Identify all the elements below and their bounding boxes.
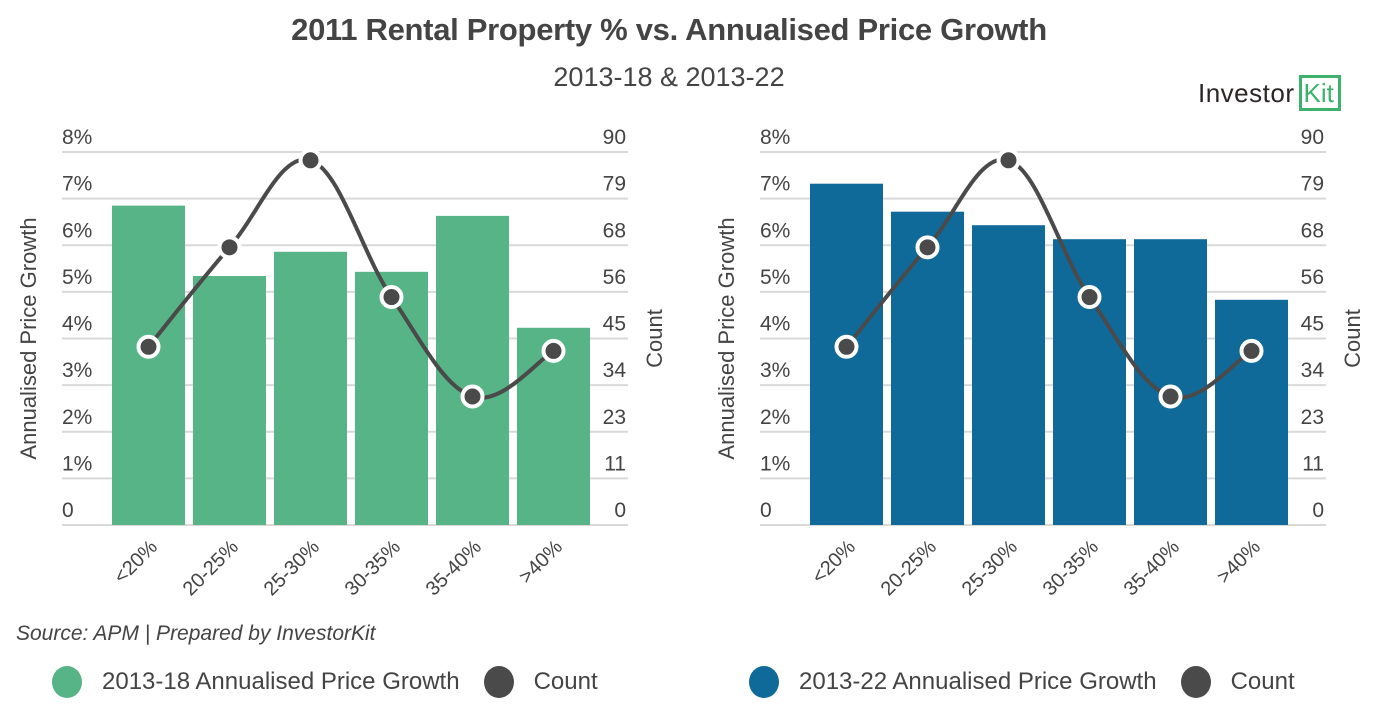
y-tick-label: 8% <box>760 126 790 149</box>
bar <box>1053 239 1126 525</box>
bar <box>355 272 428 525</box>
y2-tick-label: 0 <box>614 499 626 522</box>
y-tick-label: 4% <box>760 313 790 336</box>
y-axis-title: Annualised Price Growth <box>714 217 739 459</box>
legend-right: 2013-22 Annualised Price Growth Count <box>749 666 1319 698</box>
y2-tick-label: 23 <box>603 406 626 429</box>
count-point <box>1161 387 1181 407</box>
y-tick-label: 4% <box>62 313 92 336</box>
x-tick-label: 35-40% <box>1120 536 1184 600</box>
x-tick-label: <20% <box>110 536 162 588</box>
x-tick-label: 30-35% <box>341 536 405 600</box>
y2-tick-label: 79 <box>603 173 626 196</box>
count-point <box>918 237 938 257</box>
bar <box>436 216 509 525</box>
y2-tick-label: 68 <box>603 219 626 242</box>
x-tick-label: <20% <box>808 536 860 588</box>
x-tick-label: 35-40% <box>422 536 486 600</box>
y-tick-label: 5% <box>62 266 92 289</box>
legend-item-count[interactable]: Count <box>1181 666 1295 698</box>
y-tick-label: 1% <box>62 452 92 475</box>
legend-label-count: Count <box>1231 668 1295 696</box>
legend-item-bars[interactable]: 2013-18 Annualised Price Growth <box>52 666 460 698</box>
y2-axis-title: Count <box>1340 309 1365 368</box>
x-tick-label: 30-35% <box>1039 536 1103 600</box>
x-tick-label: 20-25% <box>877 536 941 600</box>
y2-tick-label: 45 <box>603 313 626 336</box>
x-tick-label: >40% <box>515 536 567 588</box>
bar <box>1134 239 1207 525</box>
y2-tick-label: 23 <box>1301 406 1324 429</box>
y-tick-label: 6% <box>760 219 790 242</box>
y2-tick-label: 0 <box>1312 499 1324 522</box>
x-tick-label: 25-30% <box>260 536 324 600</box>
legend-swatch-count <box>1181 666 1211 698</box>
y-tick-label: 3% <box>62 359 92 382</box>
y2-tick-label: 34 <box>1301 359 1325 382</box>
bar <box>112 206 185 525</box>
y2-axis-title: Count <box>642 309 667 368</box>
x-tick-label: >40% <box>1213 536 1265 588</box>
count-point <box>301 150 321 170</box>
count-point <box>999 150 1019 170</box>
bar <box>1215 300 1288 525</box>
y2-tick-label: 90 <box>603 126 626 149</box>
legend-swatch-count <box>484 666 514 698</box>
legend-label-bars: 2013-18 Annualised Price Growth <box>102 668 460 696</box>
chart-0: 0 0 1% 11 2% 23 3% 34 4% 45 5% 56 6% 68 7% 79 8% 90 Annual… <box>16 126 667 600</box>
y-tick-label: 2% <box>62 406 92 429</box>
count-point <box>463 387 483 407</box>
y-tick-label: 6% <box>62 219 92 242</box>
count-point <box>1242 341 1262 361</box>
y2-tick-label: 45 <box>1301 313 1324 336</box>
count-point <box>139 337 159 357</box>
y2-tick-label: 68 <box>1301 219 1324 242</box>
legend-item-count[interactable]: Count <box>484 666 598 698</box>
y-axis-title: Annualised Price Growth <box>16 217 41 459</box>
y-tick-label: 1% <box>760 452 790 475</box>
legend-item-bars[interactable]: 2013-22 Annualised Price Growth <box>749 666 1157 698</box>
chart-1: 0 0 1% 11 2% 23 3% 34 4% 45 5% 56 6% 68 7% 79 8% 90 Annual… <box>714 126 1365 600</box>
legend-swatch-bars <box>749 666 779 698</box>
y2-tick-label: 79 <box>1301 173 1324 196</box>
y-tick-label: 7% <box>62 173 92 196</box>
y2-tick-label: 11 <box>604 452 626 475</box>
x-tick-label: 25-30% <box>958 536 1022 600</box>
legend-label-bars: 2013-22 Annualised Price Growth <box>799 668 1157 696</box>
legend-swatch-bars <box>52 666 82 698</box>
count-point <box>220 237 240 257</box>
source-note: Source: APM | Prepared by InvestorKit <box>16 622 376 646</box>
legend-label-count: Count <box>534 668 598 696</box>
legend-left: 2013-18 Annualised Price Growth Count <box>52 666 622 698</box>
y-tick-label: 2% <box>760 406 790 429</box>
bar <box>972 225 1045 525</box>
y2-tick-label: 56 <box>1301 266 1324 289</box>
x-tick-label: 20-25% <box>179 536 243 600</box>
charts-canvas: 0 0 1% 11 2% 23 3% 34 4% 45 5% 56 6% 68 7% 79 8% 90 Annual… <box>0 0 1382 714</box>
y-tick-label: 0 <box>760 499 772 522</box>
count-point <box>837 337 857 357</box>
bar <box>193 276 266 525</box>
y2-tick-label: 90 <box>1301 126 1324 149</box>
y2-tick-label: 56 <box>603 266 626 289</box>
y-tick-label: 5% <box>760 266 790 289</box>
y2-tick-label: 11 <box>1302 452 1324 475</box>
y-tick-label: 8% <box>62 126 92 149</box>
count-point <box>382 287 402 307</box>
y2-tick-label: 34 <box>603 359 627 382</box>
y-tick-label: 7% <box>760 173 790 196</box>
count-point <box>544 341 564 361</box>
bar <box>274 252 347 525</box>
y-tick-label: 0 <box>62 499 74 522</box>
count-point <box>1080 287 1100 307</box>
y-tick-label: 3% <box>760 359 790 382</box>
